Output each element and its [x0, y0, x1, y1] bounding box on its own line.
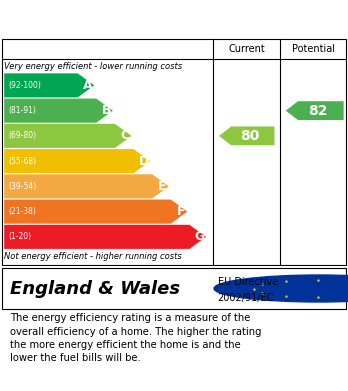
Text: (1-20): (1-20): [8, 232, 31, 241]
Text: The energy efficiency rating is a measure of the
overall efficiency of a home. T: The energy efficiency rating is a measur…: [10, 314, 262, 363]
Text: Not energy efficient - higher running costs: Not energy efficient - higher running co…: [4, 252, 182, 261]
Polygon shape: [219, 126, 275, 145]
Text: (92-100): (92-100): [8, 81, 41, 90]
Text: Potential: Potential: [292, 44, 335, 54]
Polygon shape: [4, 149, 150, 173]
Text: England & Wales: England & Wales: [10, 280, 181, 298]
Polygon shape: [4, 99, 113, 123]
Text: (39-54): (39-54): [8, 182, 37, 191]
Text: 80: 80: [240, 129, 259, 143]
Circle shape: [214, 275, 348, 302]
Text: (81-91): (81-91): [8, 106, 36, 115]
Text: G: G: [195, 230, 205, 243]
Text: A: A: [83, 79, 93, 92]
Polygon shape: [4, 74, 94, 97]
Text: 2002/91/EC: 2002/91/EC: [218, 292, 274, 303]
Polygon shape: [4, 174, 169, 198]
Text: (55-68): (55-68): [8, 157, 37, 166]
Polygon shape: [4, 124, 132, 148]
Polygon shape: [4, 225, 206, 249]
Text: (21-38): (21-38): [8, 207, 36, 216]
Text: (69-80): (69-80): [8, 131, 37, 140]
Text: EU Directive: EU Directive: [218, 277, 278, 287]
Text: C: C: [121, 129, 130, 142]
Text: B: B: [102, 104, 111, 117]
Text: D: D: [139, 154, 149, 168]
Polygon shape: [286, 101, 343, 120]
Text: Energy Efficiency Rating: Energy Efficiency Rating: [10, 11, 220, 27]
Text: E: E: [158, 180, 167, 193]
Text: Current: Current: [228, 44, 265, 54]
Text: 82: 82: [308, 104, 328, 118]
Text: F: F: [177, 205, 185, 218]
Polygon shape: [4, 199, 188, 224]
Text: Very energy efficient - lower running costs: Very energy efficient - lower running co…: [4, 63, 182, 72]
